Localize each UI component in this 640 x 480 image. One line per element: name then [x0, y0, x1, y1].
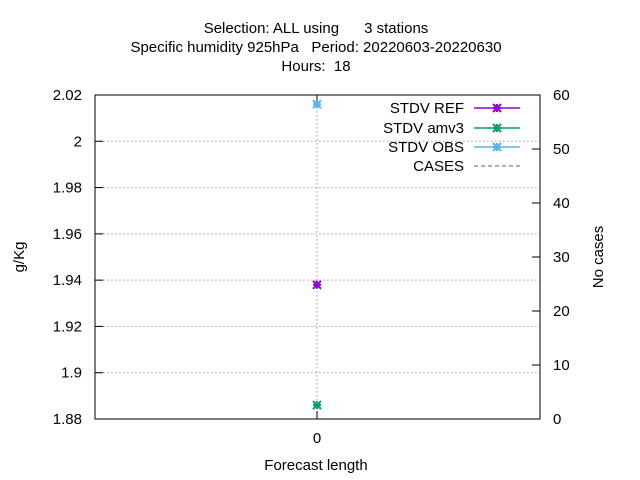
- y2-tick-label: 30: [553, 249, 570, 266]
- data-point: [312, 400, 322, 410]
- legend-marker: [492, 142, 502, 152]
- legend-marker: [492, 123, 502, 133]
- x-tick-label: 0: [313, 430, 321, 447]
- series-stdv-amv3: [312, 400, 322, 410]
- series-stdv-ref: [312, 280, 322, 290]
- y-tick-label: 1.92: [53, 318, 82, 335]
- y-tick-label: 1.9: [61, 365, 82, 382]
- y2-axis: 0 10 20 30 40 50 60: [532, 87, 570, 428]
- y-tick-label: 1.88: [53, 411, 82, 428]
- y-tick-label: 2: [74, 133, 82, 150]
- y2-tick-label: 40: [553, 195, 570, 212]
- grid: [95, 95, 540, 419]
- data-point: [312, 280, 322, 290]
- y-tick-label: 1.98: [53, 180, 82, 197]
- data-marks: [312, 99, 322, 410]
- series-stdv-obs: [312, 99, 322, 109]
- data-point: [312, 99, 322, 109]
- y2-tick-label: 20: [553, 303, 570, 320]
- y-tick-label: 2.02: [53, 87, 82, 104]
- y-axis-label: g/Kg: [11, 242, 28, 273]
- chart-title-line-2: Specific humidity 925hPa Period: 2022060…: [130, 39, 501, 56]
- y-axis: 1.88 1.9 1.92 1.94 1.96 1.98 2 2.02: [53, 87, 103, 428]
- legend-marker: [492, 103, 502, 113]
- x-axis-label: Forecast length: [264, 457, 367, 474]
- legend-label: CASES: [413, 158, 464, 175]
- legend: STDV REF STDV amv3 STDV OBS CASES: [383, 100, 520, 175]
- y2-tick-label: 50: [553, 141, 570, 158]
- chart-title-line-3: Hours: 18: [281, 58, 350, 75]
- y-tick-label: 1.96: [53, 226, 82, 243]
- legend-label: STDV OBS: [388, 139, 464, 156]
- chart-title-line-1: Selection: ALL using 3 stations: [204, 20, 429, 37]
- series-cases: [316, 402, 318, 404]
- y2-axis-label: No cases: [590, 226, 607, 289]
- data-point-cases: [316, 402, 318, 404]
- y2-tick-label: 60: [553, 87, 570, 104]
- y2-tick-label: 0: [553, 411, 561, 428]
- legend-label: STDV REF: [390, 100, 464, 117]
- legend-label: STDV amv3: [383, 120, 464, 137]
- y-tick-label: 1.94: [53, 272, 82, 289]
- y2-tick-label: 10: [553, 357, 570, 374]
